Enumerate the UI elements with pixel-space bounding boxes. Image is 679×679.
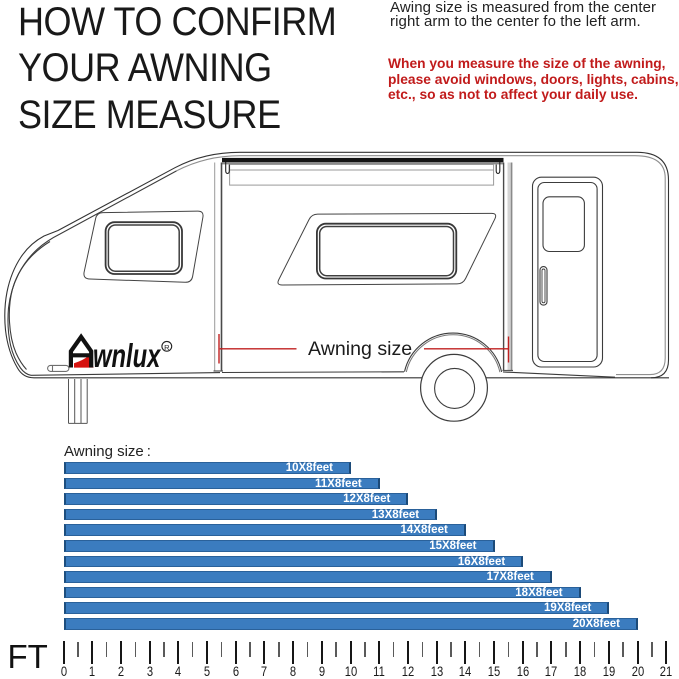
- svg-text:R: R: [164, 343, 170, 352]
- svg-text:wnlux: wnlux: [93, 339, 161, 376]
